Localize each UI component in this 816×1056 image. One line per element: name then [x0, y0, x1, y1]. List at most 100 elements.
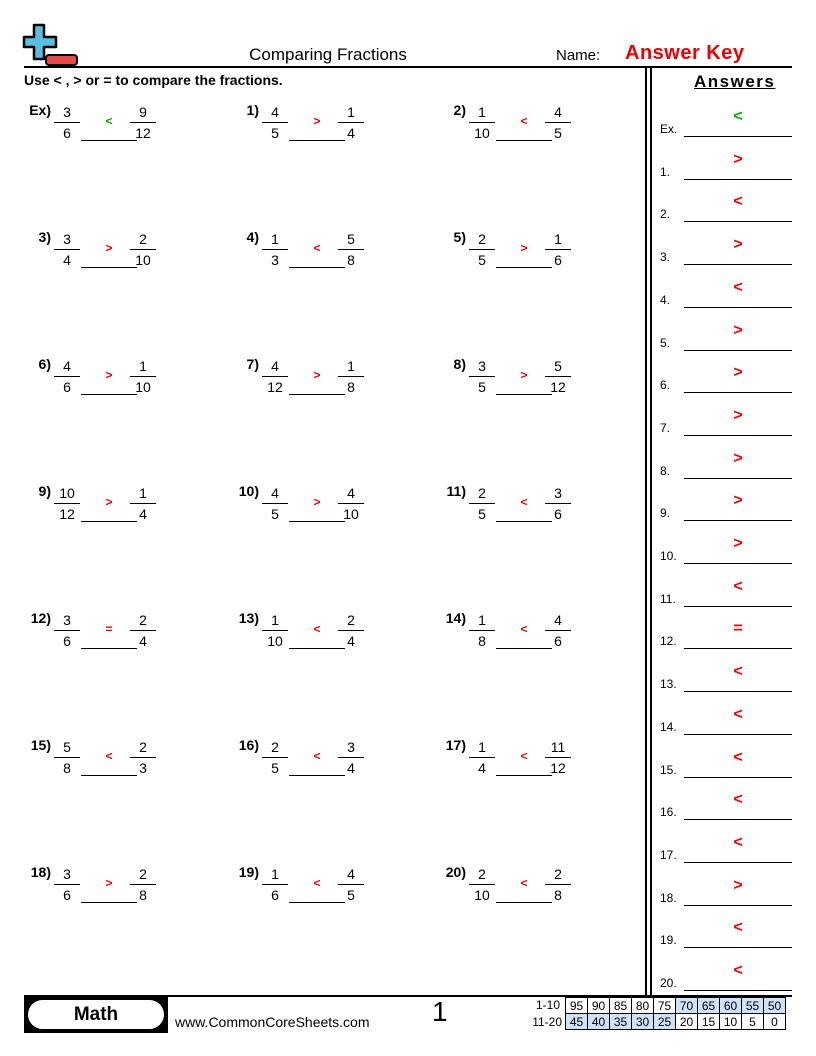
answer-blank[interactable]	[496, 648, 552, 649]
answer-blank[interactable]	[289, 902, 345, 903]
numerator: 3	[469, 356, 495, 377]
numerator: 1	[262, 610, 288, 631]
denominator: 5	[271, 760, 279, 776]
answer-blank[interactable]	[81, 140, 137, 141]
denominator: 5	[478, 252, 486, 268]
problem-number: 18)	[30, 864, 51, 880]
problem-number: 12)	[30, 610, 51, 626]
answer-blank[interactable]	[289, 775, 345, 776]
answer-label: 6.	[660, 378, 671, 393]
answer-blank[interactable]	[81, 648, 137, 649]
answer-blank[interactable]	[81, 267, 137, 268]
numerator: 3	[338, 737, 364, 758]
answer-label: 5.	[660, 335, 671, 350]
numerator: 2	[469, 864, 495, 885]
numerator: 3	[54, 229, 80, 250]
answer-line	[684, 605, 792, 607]
numerator: 1	[338, 102, 364, 123]
answer-row: 14. <	[660, 706, 792, 738]
answer-label: 4.	[660, 292, 671, 307]
answer-row: 12. =	[660, 620, 792, 652]
problem: 5) 2 5 >1 6	[454, 229, 663, 277]
numerator: 5	[338, 229, 364, 250]
answer-blank[interactable]	[81, 775, 137, 776]
denominator: 4	[478, 760, 486, 776]
comparison-symbol: <	[313, 876, 321, 890]
answer-blank[interactable]	[496, 140, 552, 141]
problem: 4) 1 3 <5 8	[247, 229, 456, 277]
numerator: 2	[130, 737, 156, 758]
problem: 13) 1 10 <2 4	[239, 610, 456, 658]
answer-blank[interactable]	[496, 775, 552, 776]
numerator: 1	[338, 356, 364, 377]
comparison-symbol: <	[105, 114, 113, 128]
denominator: 8	[347, 379, 355, 395]
answer-value: >	[733, 236, 743, 254]
numerator: 4	[54, 356, 80, 377]
answer-label: 12.	[660, 634, 677, 649]
answer-row: 1. >	[660, 151, 792, 183]
score-cell: 65	[697, 997, 720, 1014]
answer-line	[684, 434, 792, 436]
denominator: 12	[550, 760, 566, 776]
score-cell: 70	[675, 997, 698, 1014]
problem-number: 3)	[38, 229, 51, 245]
answer-blank[interactable]	[81, 902, 137, 903]
denominator: 4	[347, 633, 355, 649]
numerator: 2	[545, 864, 571, 885]
problem: 12) 3 6 = 2 4	[31, 610, 248, 658]
numerator: 3	[54, 864, 80, 885]
problem: 2) 1 10 <4 5	[454, 102, 663, 150]
numerator: 1	[130, 356, 156, 377]
answer-line	[684, 306, 792, 308]
website-link[interactable]: www.CommonCoreSheets.com	[175, 1014, 370, 1030]
answer-blank[interactable]	[289, 267, 345, 268]
answer-row: 15. <	[660, 749, 792, 781]
answer-blank[interactable]	[496, 394, 552, 395]
problem: 6) 4 6 >1 10	[39, 356, 248, 404]
header-divider	[24, 66, 792, 68]
answer-blank[interactable]	[81, 394, 137, 395]
answer-blank[interactable]	[496, 521, 552, 522]
answer-value: <	[733, 962, 743, 979]
problem-number: 19)	[238, 864, 259, 880]
answer-value: <	[733, 919, 743, 937]
answer-label: 13.	[660, 677, 677, 692]
comparison-symbol: >	[105, 876, 113, 890]
answer-value: <	[733, 791, 743, 809]
instructions: Use < , > or = to compare the fractions.	[24, 72, 283, 88]
numerator: 1	[469, 102, 495, 123]
answer-blank[interactable]	[289, 521, 345, 522]
answer-line	[684, 477, 792, 479]
answer-blank[interactable]	[289, 394, 345, 395]
problem: 8) 3 5 >5 12	[454, 356, 663, 404]
problem: 20) 2 10 <2 8	[446, 864, 663, 912]
answer-row: 17. <	[660, 834, 792, 866]
denominator: 10	[135, 252, 151, 268]
denominator: 10	[343, 506, 359, 522]
comparison-symbol: <	[313, 622, 321, 636]
numerator: 2	[130, 610, 156, 631]
answer-value: <	[733, 705, 743, 723]
score-cell: 35	[609, 1013, 632, 1030]
answer-blank[interactable]	[81, 521, 137, 522]
answer-blank[interactable]	[496, 267, 552, 268]
comparison-symbol: <	[105, 749, 113, 763]
answer-blank[interactable]	[289, 140, 345, 141]
score-row-label: 1-10	[535, 998, 560, 1012]
answer-blank[interactable]	[496, 902, 552, 903]
problem-number: 9)	[38, 483, 51, 499]
fraction-left: 1 10	[262, 610, 288, 651]
numerator: 1	[262, 864, 288, 885]
denominator: 6	[271, 887, 279, 903]
fraction-right: 1 10	[130, 356, 156, 397]
denominator: 6	[63, 633, 71, 649]
score-cell: 60	[719, 997, 742, 1014]
answer-blank[interactable]	[289, 648, 345, 649]
